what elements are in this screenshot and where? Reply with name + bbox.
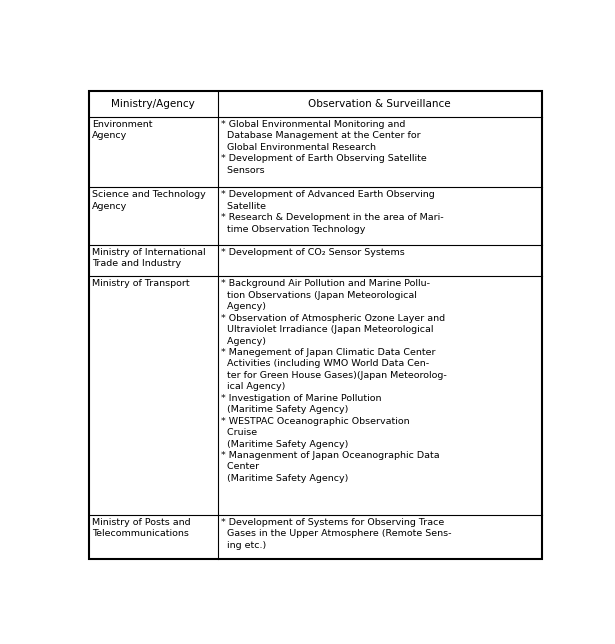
Text: Environment
Agency: Environment Agency (92, 120, 153, 140)
Text: Ministry of Posts and
Telecommunications: Ministry of Posts and Telecommunications (92, 518, 191, 538)
Text: * Background Air Pollution and Marine Pollu-
  tion Observations (Japan Meteorol: * Background Air Pollution and Marine Po… (221, 279, 447, 483)
Text: * Development of Systems for Observing Trace
  Gases in the Upper Atmosphere (Re: * Development of Systems for Observing T… (221, 518, 451, 550)
Text: * Development of CO₂ Sensor Systems: * Development of CO₂ Sensor Systems (221, 248, 405, 257)
Text: Ministry of Transport: Ministry of Transport (92, 279, 190, 289)
Text: * Development of Advanced Earth Observing
  Satellite
* Research & Development i: * Development of Advanced Earth Observin… (221, 190, 444, 234)
Text: Science and Technology
Agency: Science and Technology Agency (92, 190, 206, 211)
Text: * Global Environmental Monitoring and
  Database Management at the Center for
  : * Global Environmental Monitoring and Da… (221, 120, 427, 175)
Text: Ministry of International
Trade and Industry: Ministry of International Trade and Indu… (92, 248, 206, 268)
Text: Ministry/Agency: Ministry/Agency (111, 99, 195, 109)
Text: Observation & Surveillance: Observation & Surveillance (308, 99, 451, 109)
